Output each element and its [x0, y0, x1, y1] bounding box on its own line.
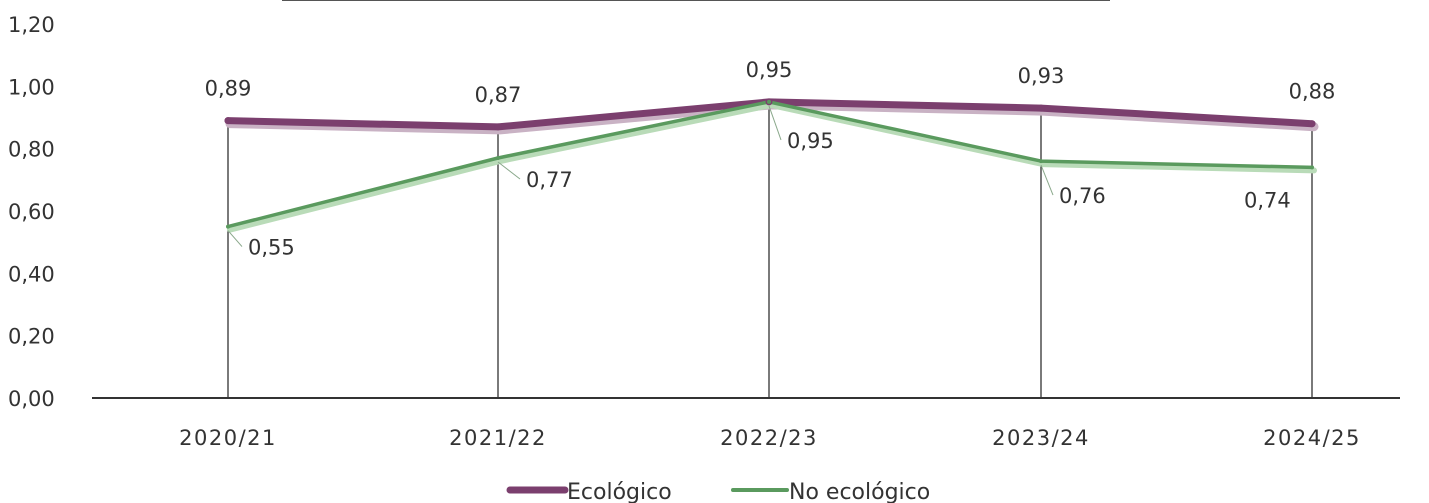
x-tick-label: 2020/21 [179, 426, 277, 450]
legend: Ecológico No ecológico [506, 480, 930, 503]
x-axis: 2020/21 2021/22 2022/23 2023/24 2024/25 [179, 426, 1361, 450]
y-axis: 0,00 0,20 0,40 0,60 0,80 1,00 1,20 [8, 13, 55, 411]
data-label-ecologico: 0,95 [746, 58, 793, 82]
data-label-ecologico: 0,87 [475, 83, 522, 107]
y-tick-label: 0,80 [8, 138, 55, 162]
y-tick-label: 0,60 [8, 200, 55, 224]
leader-line [497, 161, 521, 180]
y-tick-label: 1,00 [8, 75, 55, 99]
data-label-no-ecologico: 0,74 [1244, 188, 1291, 212]
data-point [1310, 165, 1314, 170]
data-label-no-ecologico: 0,55 [248, 236, 295, 260]
series-line-shadow [227, 101, 1317, 233]
data-point [1039, 159, 1043, 164]
data-label-no-ecologico: 0,77 [526, 168, 573, 192]
data-point [224, 117, 232, 125]
data-labels: 0,89 0,87 0,95 0,93 0,88 0,55 0,77 0,95 0,76 0,74 [205, 58, 1336, 260]
legend-label-ecologico: Ecológico [567, 480, 672, 503]
x-tick-label: 2021/22 [449, 426, 547, 450]
data-label-ecologico: 0,89 [205, 77, 252, 101]
data-label-no-ecologico: 0,76 [1059, 184, 1106, 208]
legend-label-no-ecologico: No ecológico [789, 480, 930, 503]
x-tick-label: 2022/23 [720, 426, 818, 450]
leader-line [1040, 164, 1054, 196]
y-tick-label: 0,20 [8, 325, 55, 349]
y-tick-label: 1,20 [8, 13, 55, 37]
data-label-ecologico: 0,93 [1018, 64, 1065, 88]
y-tick-label: 0,40 [8, 262, 55, 286]
x-tick-label: 2024/25 [1263, 426, 1361, 450]
category-drop-lines [227, 101, 1313, 398]
data-label-ecologico: 0,88 [1289, 80, 1336, 104]
data-point [1308, 120, 1316, 128]
data-point [767, 99, 771, 104]
data-point [496, 156, 500, 160]
y-tick-label: 0,00 [8, 387, 55, 411]
x-tick-label: 2023/24 [992, 426, 1090, 450]
data-point [226, 224, 230, 229]
data-point [1037, 104, 1045, 112]
series-layer [224, 98, 1319, 233]
leader-line [227, 230, 243, 247]
data-label-no-ecologico: 0,95 [787, 129, 834, 153]
leader-line [768, 105, 782, 141]
data-point [494, 123, 502, 131]
